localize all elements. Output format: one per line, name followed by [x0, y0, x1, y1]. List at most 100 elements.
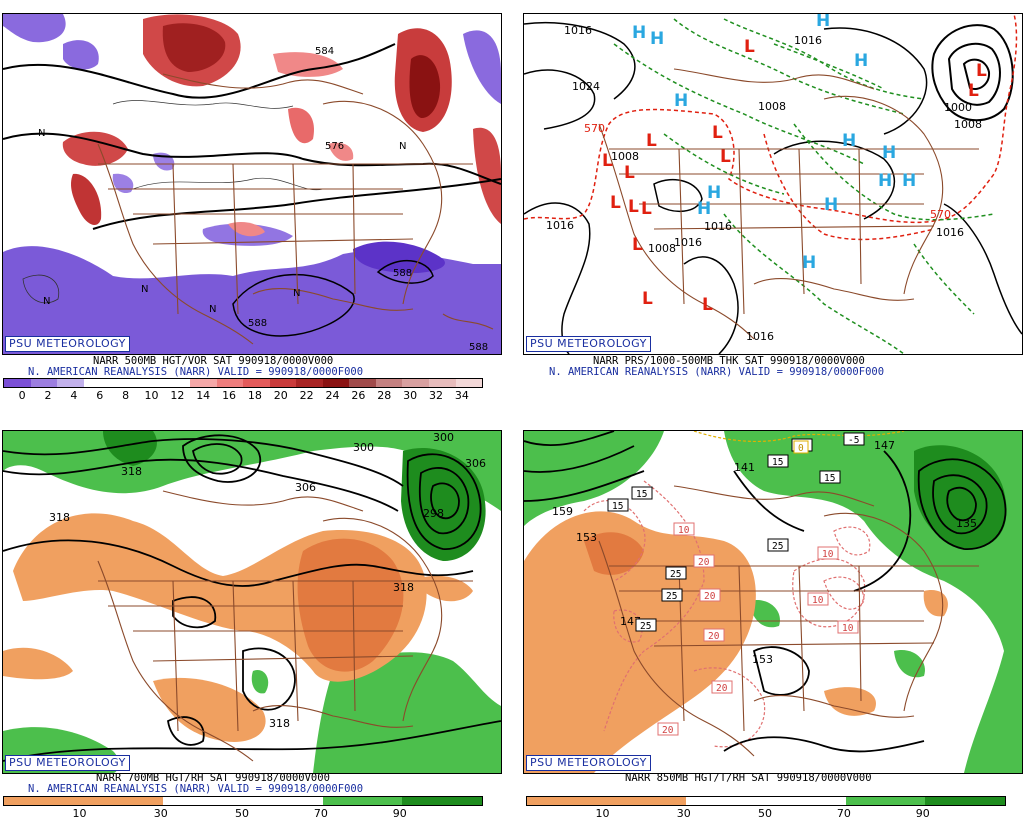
svg-text:-5: -5 — [848, 435, 859, 446]
rh-colorbar — [3, 796, 483, 806]
colorbar-swatch — [30, 379, 58, 387]
high-pressure-marker: H — [842, 131, 856, 151]
contour-label: 588 — [469, 342, 488, 353]
isobar-label: 1008 — [648, 242, 676, 255]
svg-text:20: 20 — [716, 683, 728, 694]
contour-label: 298 — [423, 507, 444, 520]
high-pressure-marker: H — [878, 171, 892, 191]
colorbar-tick-label: 30 — [153, 807, 168, 820]
moist-region — [401, 447, 486, 561]
svg-text:25: 25 — [640, 621, 651, 632]
colorbar-swatch — [243, 797, 323, 805]
psu-meteorology-badge: PSU METEOROLOGY — [5, 336, 130, 352]
chart-caption: NARR 850MB HGT/T/RH SAT 990918/0000V000 — [625, 772, 872, 784]
moist-region — [524, 431, 664, 526]
colorbar-swatch — [527, 797, 607, 805]
panel-850mb-temp-rh: 159 153 147 153 147 141 135 15 15 25 25 25 25… — [521, 418, 1024, 820]
low-pressure-marker: L — [702, 295, 713, 315]
height-contour — [3, 43, 396, 99]
vorticity-min-marker: N — [38, 128, 45, 139]
colorbar-tick-label: 70 — [836, 807, 851, 820]
colorbar-swatch — [606, 797, 687, 805]
height-contour — [376, 259, 434, 284]
vorticity-maximum — [62, 131, 128, 166]
isobar-label: 1008 — [758, 100, 786, 113]
vorticity-maximum — [162, 23, 226, 72]
colorbar-tick-label: 16 — [222, 389, 237, 402]
temperature-label: 10 — [673, 522, 695, 536]
isobars — [524, 21, 1022, 354]
height-contour-labels: 300 300 318 306 318 306 318 298 318 — [49, 431, 486, 730]
contour-label: 306 — [295, 481, 316, 494]
colorbar-tick-label: 50 — [235, 807, 249, 820]
colorbar-swatch — [243, 379, 270, 387]
low-pressure-marker: L — [610, 193, 621, 213]
low-pressure-marker: L — [602, 151, 613, 171]
colorbar-tick-label: 90 — [392, 807, 407, 820]
temperature-label: 20 — [711, 680, 733, 694]
isobar-label: 1000 — [944, 101, 972, 114]
colorbar-tick-label: 32 — [429, 389, 443, 402]
vorticity-negative-region — [3, 14, 66, 43]
colorbar-tick-label: 18 — [247, 389, 262, 402]
dry-region — [923, 590, 948, 617]
temperature-label: 25 — [661, 588, 683, 602]
map-700mb-canvas: 300 300 318 306 318 306 318 298 318 — [3, 431, 501, 773]
high-pressure-marker: H — [697, 199, 711, 219]
contour-label: 135 — [956, 517, 977, 530]
colorbar-tick-label: 30 — [403, 389, 418, 402]
dry-region — [824, 687, 876, 716]
high-pressure-marker: H — [816, 14, 830, 31]
svg-text:0: 0 — [798, 443, 804, 454]
colorbar-swatch — [402, 379, 429, 387]
colorbar-swatch — [296, 379, 323, 387]
isobar-label: 1008 — [611, 150, 639, 163]
high-pressure-marker: H — [882, 143, 896, 163]
low-pressure-marker: L — [642, 289, 653, 309]
colorbar-swatch — [402, 797, 483, 805]
moist-region — [103, 431, 157, 466]
psu-meteorology-badge: PSU METEOROLOGY — [526, 336, 651, 352]
temperature-labels: 1515252525252515151020202020201010100-5 — [607, 432, 865, 736]
temperature-label: 20 — [699, 588, 721, 602]
colorbar-swatch — [136, 379, 164, 387]
isobar-label: 1008 — [954, 118, 982, 131]
low-pressure-marker: L — [720, 147, 731, 167]
colorbar-swatch — [163, 797, 244, 805]
colorbar-swatch — [322, 379, 350, 387]
high-pressure-marker: H — [707, 183, 721, 203]
contour-label: 306 — [465, 457, 486, 470]
low-pressure-marker: L — [646, 131, 657, 151]
colorbar-tick-label: 0 — [18, 389, 26, 402]
low-pressure-marker: L — [744, 37, 755, 57]
isobar-label: 1016 — [936, 226, 964, 239]
psu-meteorology-badge: PSU METEOROLOGY — [5, 755, 130, 771]
contour-label: 153 — [576, 531, 597, 544]
chart-caption: NARR 700MB HGT/RH SAT 990918/0000V000 — [96, 772, 330, 784]
chart-caption: NARR 500MB HGT/VOR SAT 990918/0000V000 — [93, 355, 334, 367]
vorticity-maximum — [328, 142, 354, 161]
dry-region — [3, 647, 73, 680]
svg-text:10: 10 — [822, 549, 834, 560]
colorbar-swatch — [57, 379, 84, 387]
dry-region — [413, 575, 473, 602]
contour-label: 588 — [248, 318, 267, 329]
colorbar-swatch — [269, 379, 297, 387]
vorticity-maximum — [409, 55, 441, 119]
map-850mb-canvas: 159 153 147 153 147 141 135 151525252525… — [524, 431, 1022, 773]
colorbar-tick-label: 34 — [454, 389, 469, 402]
temperature-label: 20 — [693, 554, 715, 568]
low-pressure-marker: L — [632, 235, 643, 255]
isobar-label: 1016 — [546, 219, 574, 232]
vorticity-contour — [112, 100, 294, 109]
contour-label: 318 — [49, 511, 70, 524]
contour-label: 576 — [325, 141, 344, 152]
low-pressure-marker: L — [641, 199, 652, 219]
svg-text:25: 25 — [772, 541, 783, 552]
svg-text:10: 10 — [812, 595, 824, 606]
colorbar-swatch — [216, 379, 244, 387]
